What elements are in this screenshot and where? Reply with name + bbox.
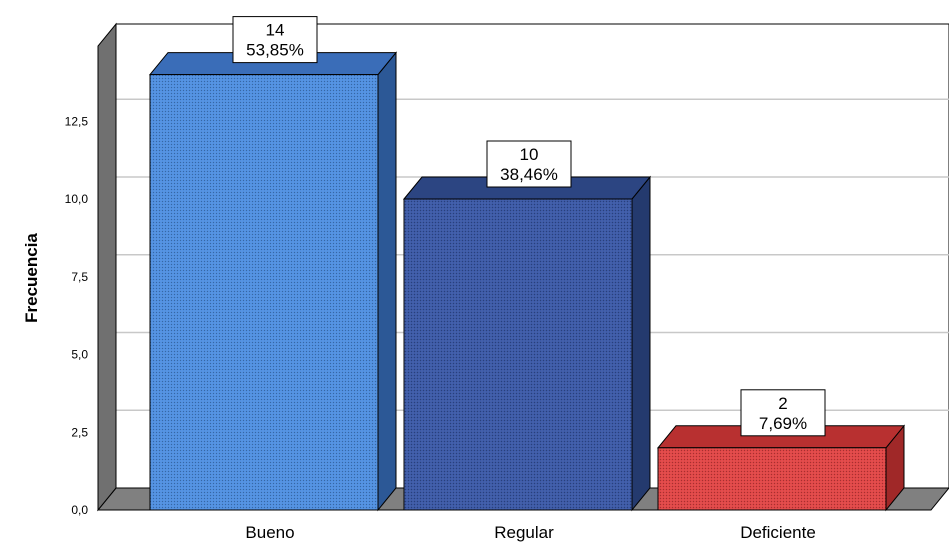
data-label-count: 2 xyxy=(778,394,787,413)
bar-deficiente xyxy=(656,424,906,512)
bar-texture xyxy=(658,447,886,510)
data-label-deficiente: 27,69% xyxy=(740,389,826,437)
y-tick-label: 12,5 xyxy=(65,114,89,128)
data-label-box xyxy=(486,140,572,188)
x-category-label: Deficiente xyxy=(740,523,816,542)
data-label-percent: 53,85% xyxy=(246,41,304,60)
data-label-count: 14 xyxy=(266,21,285,40)
y-tick-label: 2,5 xyxy=(71,425,88,439)
bar-side xyxy=(377,51,397,512)
data-label-box xyxy=(740,389,826,437)
data-label-box xyxy=(232,16,318,64)
y-tick-label: 10,0 xyxy=(65,192,89,206)
bars xyxy=(148,51,906,512)
bar-bueno xyxy=(148,51,398,512)
bar-texture xyxy=(404,199,632,510)
x-category-label: Bueno xyxy=(245,523,294,542)
y-tick-label: 7,5 xyxy=(71,270,88,284)
data-label-percent: 7,69% xyxy=(759,414,807,433)
bar-texture xyxy=(150,74,378,510)
x-category-label: Regular xyxy=(494,523,554,542)
plot-left-wall xyxy=(97,22,117,512)
data-label-percent: 38,46% xyxy=(500,165,558,184)
bar-regular xyxy=(402,175,652,512)
x-axis-categories: Bueno Regular Deficiente xyxy=(245,523,815,542)
left-wall-panel xyxy=(97,22,117,512)
bar-side xyxy=(631,175,651,512)
y-tick-label: 5,0 xyxy=(71,348,88,362)
data-label-count: 10 xyxy=(520,145,539,164)
y-axis-title: Frecuencia xyxy=(22,233,41,323)
y-axis-ticks: 0,0 2,5 5,0 7,5 10,0 12,5 xyxy=(65,114,89,517)
y-tick-label: 0,0 xyxy=(71,503,88,517)
